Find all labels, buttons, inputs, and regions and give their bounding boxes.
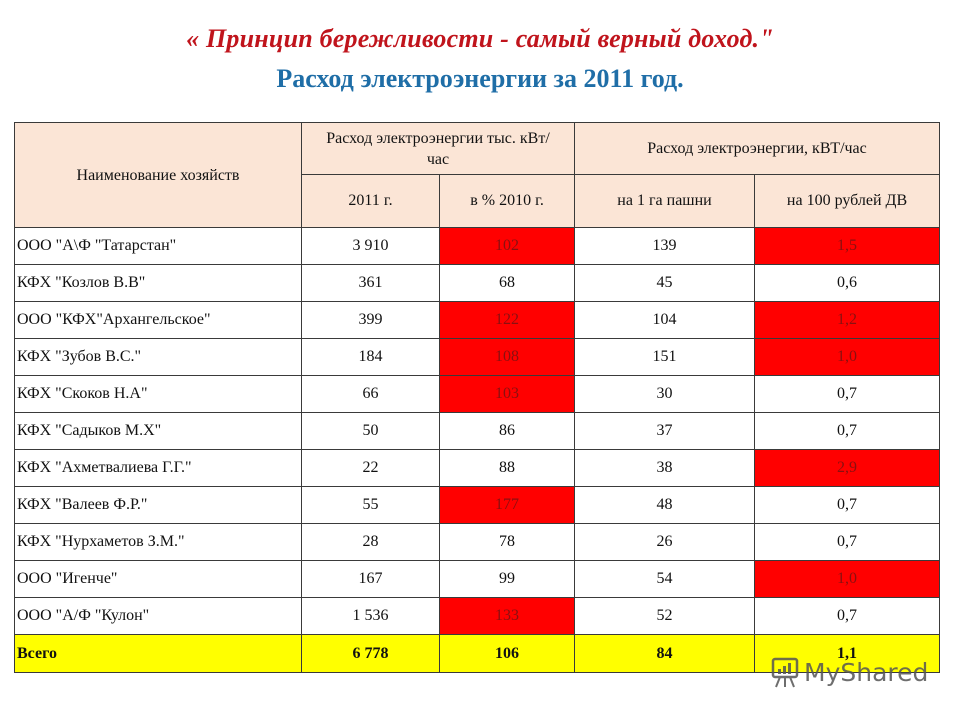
watermark: MyShared (770, 655, 928, 689)
farm-name: КФХ "Зубов В.С." (14, 338, 302, 376)
cell-2011: 22 (301, 449, 440, 487)
farm-name: КФХ "Ахметвалиева Г.Г." (14, 449, 302, 487)
cell-pct-2010: 103 (438, 375, 576, 413)
total-row: Всего 6 778 106 84 1,1 (14, 634, 941, 673)
farm-name: ООО "А\Ф "Татарстан" (14, 227, 302, 265)
cell-2011: 399 (301, 301, 440, 339)
total-label: Всего (14, 634, 302, 673)
presentation-board-icon (771, 657, 799, 688)
cell-pct-2010: 86 (438, 412, 576, 450)
table-row: КФХ "Садыков М.Х" 50 86 37 0,7 (14, 412, 941, 450)
header-per-ha: на 1 га пашни (574, 174, 756, 228)
cell-per-ha: 54 (574, 560, 756, 598)
cell-2011: 3 910 (301, 227, 440, 265)
cell-2011: 1 536 (301, 597, 440, 635)
table-row: КФХ "Скоков Н.А" 66 103 30 0,7 (14, 375, 941, 413)
cell-per-ha: 52 (574, 597, 756, 635)
total-pct-2010: 106 (438, 634, 576, 673)
cell-2011: 66 (301, 375, 440, 413)
cell-per-ha: 48 (574, 486, 756, 524)
cell-pct-2010: 122 (438, 301, 576, 339)
table-row: КФХ "Зубов В.С." 184 108 151 1,0 (14, 338, 941, 376)
total-2011: 6 778 (301, 634, 440, 673)
electricity-table: Наименование хозяйств Расход электроэнер… (14, 122, 941, 673)
cell-per-100rub: 0,6 (754, 264, 941, 302)
cell-per-ha: 38 (574, 449, 756, 487)
cell-pct-2010: 102 (438, 227, 576, 265)
slide-subtitle: Расход электроэнергии за 2011 год. (276, 64, 684, 93)
farm-name: КФХ "Скоков Н.А" (14, 375, 302, 413)
cell-per-ha: 139 (574, 227, 756, 265)
cell-pct-2010: 99 (438, 560, 576, 598)
farm-name: ООО "КФХ"Архангельское" (14, 301, 302, 339)
cell-per-100rub: 1,0 (754, 338, 941, 376)
cell-pct-2010: 108 (438, 338, 576, 376)
table-row: ООО "КФХ"Архангельское" 399 122 104 1,2 (14, 301, 941, 339)
header-per-100rub: на 100 рублей ДВ (754, 174, 941, 228)
farm-name: КФХ "Нурхаметов З.М." (14, 523, 302, 561)
header-group-consumption: Расход электроэнергии тыс. кВт/час (300, 122, 576, 175)
cell-pct-2010: 133 (438, 597, 576, 635)
farm-name: ООО "А/Ф "Кулон" (14, 597, 302, 635)
cell-2011: 28 (301, 523, 440, 561)
table-row: КФХ "Нурхаметов З.М." 28 78 26 0,7 (14, 523, 941, 561)
table-row: ООО "А/Ф "Кулон" 1 536 133 52 0,7 (14, 597, 941, 635)
cell-2011: 167 (301, 560, 440, 598)
cell-2011: 55 (301, 486, 440, 524)
cell-2011: 50 (301, 412, 440, 450)
header-2011: 2011 г. (301, 174, 440, 228)
cell-per-ha: 26 (574, 523, 756, 561)
cell-per-100rub: 1,2 (754, 301, 941, 339)
header-group-specific: Расход электроэнергии, кВТ/час (574, 122, 941, 175)
farm-name: КФХ "Садыков М.Х" (14, 412, 302, 450)
farm-name: ООО "Игенче" (14, 560, 302, 598)
total-per-ha: 84 (574, 634, 756, 673)
table-row: ООО "Игенче" 167 99 54 1,0 (14, 560, 941, 598)
cell-per-100rub: 1,0 (754, 560, 941, 598)
cell-per-100rub: 0,7 (754, 597, 941, 635)
cell-pct-2010: 88 (438, 449, 576, 487)
header-pct-2010: в % 2010 г. (438, 174, 576, 228)
cell-2011: 361 (301, 264, 440, 302)
cell-per-100rub: 1,5 (754, 227, 941, 265)
cell-per-100rub: 0,7 (754, 375, 941, 413)
cell-per-100rub: 0,7 (754, 486, 941, 524)
cell-per-100rub: 2,9 (754, 449, 941, 487)
cell-per-ha: 37 (574, 412, 756, 450)
cell-per-ha: 151 (574, 338, 756, 376)
cell-pct-2010: 68 (438, 264, 576, 302)
table-row: ООО "А\Ф "Татарстан" 3 910 102 139 1,5 (14, 227, 941, 265)
table-row: КФХ "Ахметвалиева Г.Г." 22 88 38 2,9 (14, 449, 941, 487)
cell-per-100rub: 0,7 (754, 412, 941, 450)
slide-title: « Принцип бережливости - самый верный до… (186, 24, 774, 53)
header-farm-name: Наименование хозяйств (14, 122, 302, 228)
farm-name: КФХ "Козлов В.В" (14, 264, 302, 302)
cell-per-100rub: 0,7 (754, 523, 941, 561)
cell-pct-2010: 78 (438, 523, 576, 561)
cell-per-ha: 104 (574, 301, 756, 339)
table-row: КФХ "Валеев Ф.Р." 55 177 48 0,7 (14, 486, 941, 524)
cell-2011: 184 (301, 338, 440, 376)
farm-name: КФХ "Валеев Ф.Р." (14, 486, 302, 524)
table-row: КФХ "Козлов В.В" 361 68 45 0,6 (14, 264, 941, 302)
cell-pct-2010: 177 (438, 486, 576, 524)
watermark-text: MyShared (804, 657, 929, 687)
cell-per-ha: 30 (574, 375, 756, 413)
cell-per-ha: 45 (574, 264, 756, 302)
